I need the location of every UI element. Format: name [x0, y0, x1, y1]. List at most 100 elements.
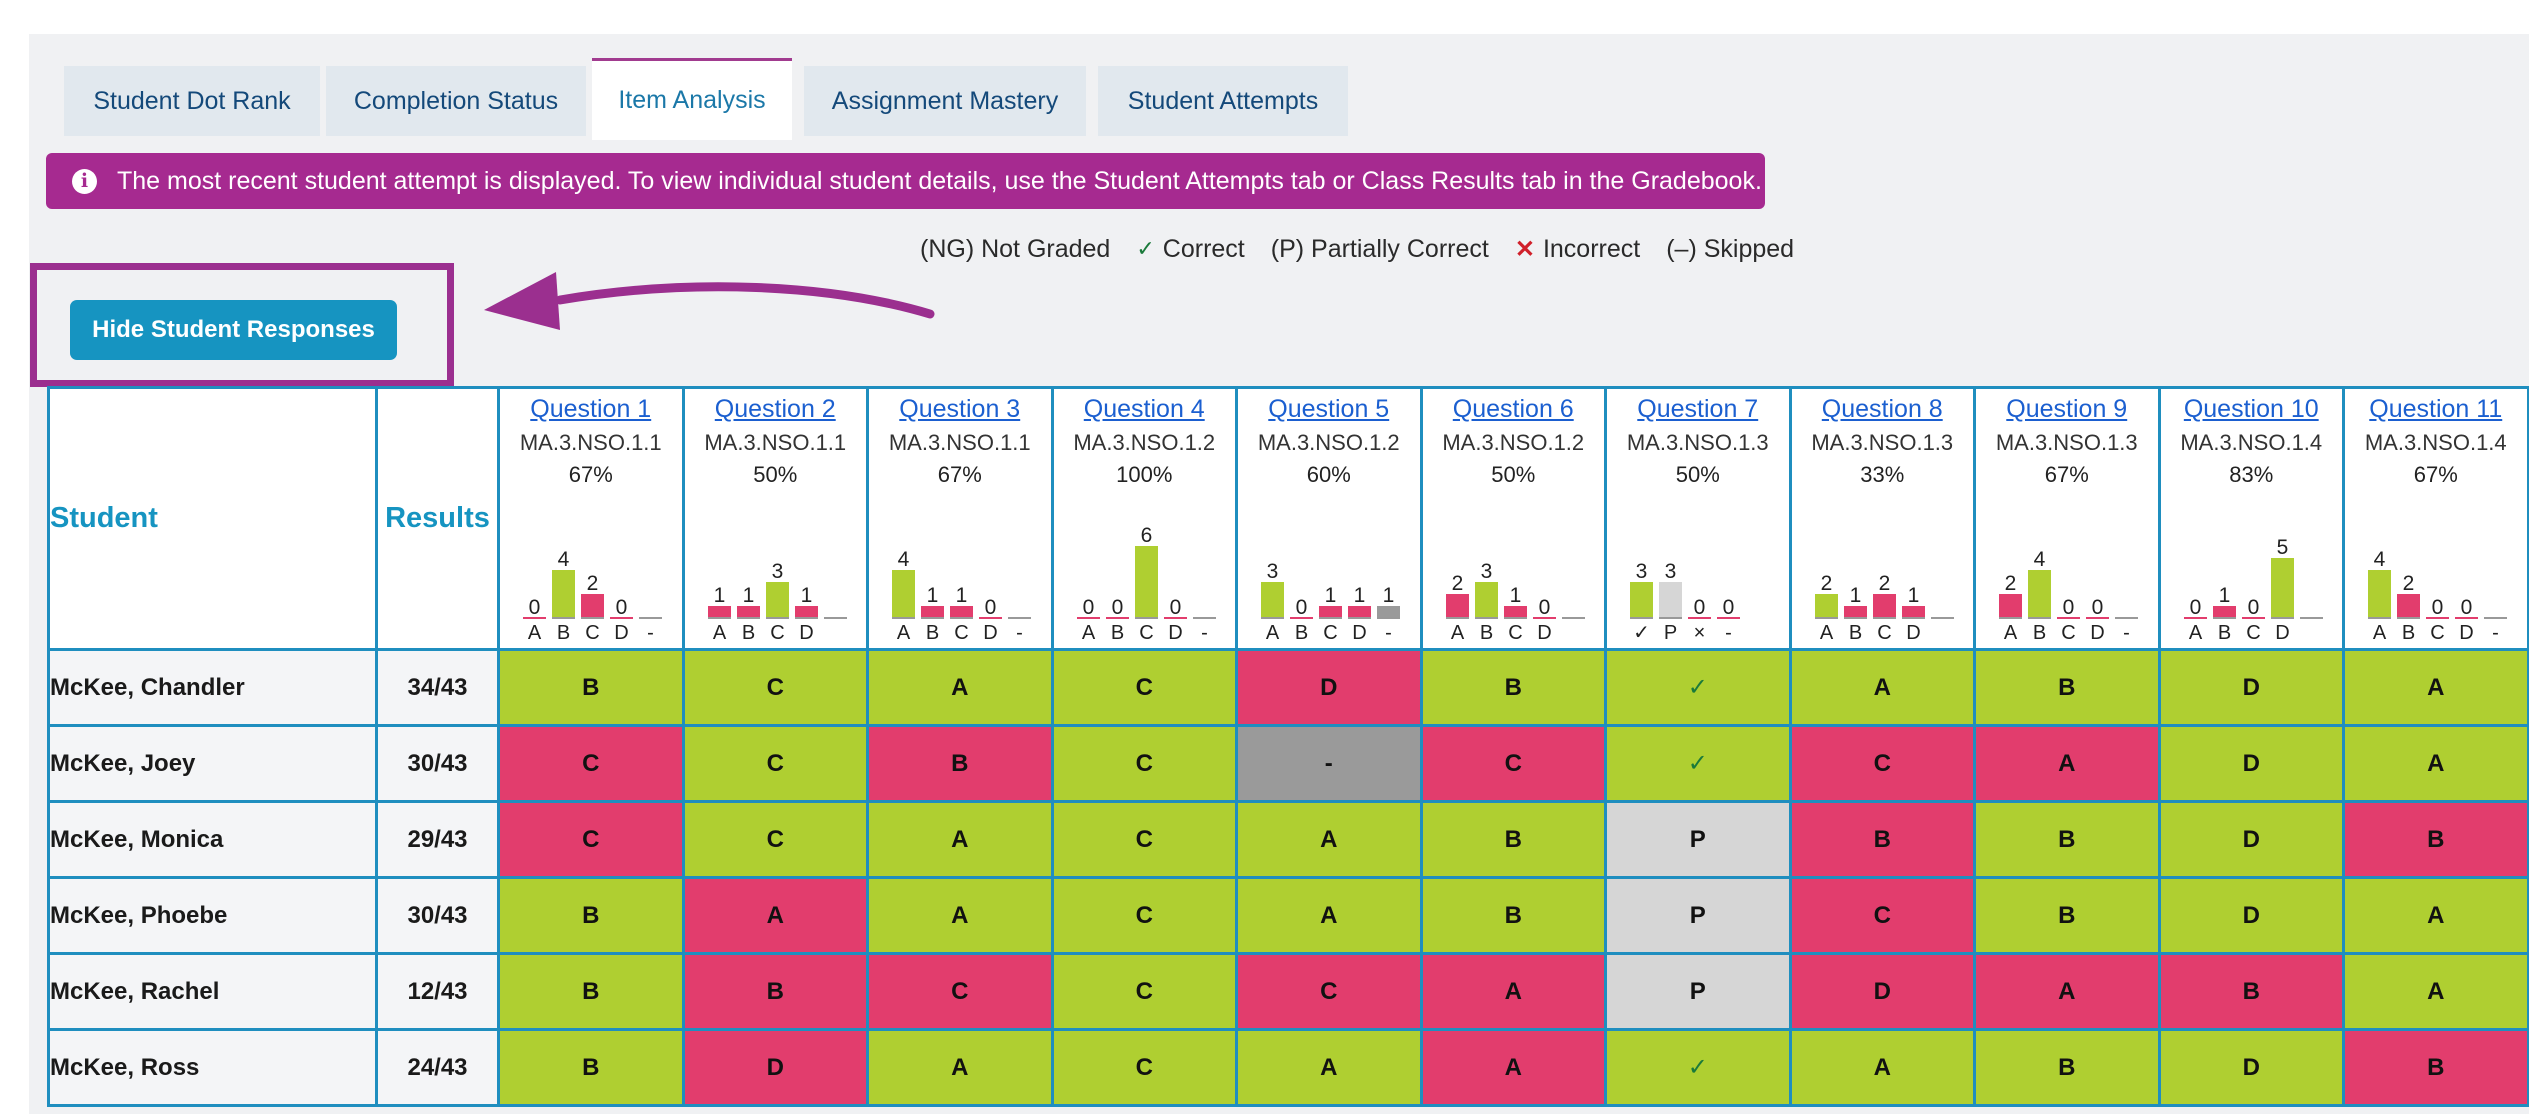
response-cell[interactable]: ✓	[1604, 1028, 1792, 1107]
response-cell[interactable]: B	[1973, 800, 2161, 879]
hide-student-responses-button[interactable]: Hide Student Responses	[70, 300, 397, 360]
response-cell[interactable]: C	[497, 800, 685, 879]
response-cell[interactable]: C	[1050, 800, 1238, 879]
response-cell[interactable]: C	[681, 724, 869, 803]
response-cell[interactable]: A	[866, 1028, 1054, 1107]
response-cell[interactable]: A	[1235, 876, 1423, 955]
response-cell[interactable]: C	[1050, 876, 1238, 955]
response-cell[interactable]: C	[1050, 648, 1238, 727]
distribution-label: B	[2033, 622, 2046, 640]
response-cell[interactable]: C	[1419, 724, 1607, 803]
response-cell[interactable]: A	[1419, 952, 1607, 1031]
response-cell[interactable]: B	[2157, 952, 2345, 1031]
response-cell[interactable]: C	[1050, 952, 1238, 1031]
response-cell[interactable]: D	[681, 1028, 869, 1107]
response-cell[interactable]: D	[2157, 724, 2345, 803]
response-cell[interactable]: B	[1419, 648, 1607, 727]
response-cell[interactable]: A	[866, 800, 1054, 879]
response-cell[interactable]: A	[2342, 876, 2529, 955]
response-cell[interactable]: A	[2342, 952, 2529, 1031]
distribution-label: A	[1819, 622, 1833, 640]
response-cell[interactable]: ✓	[1604, 648, 1792, 727]
question-link[interactable]: Question 3	[899, 395, 1021, 423]
response-cell[interactable]: B	[866, 724, 1054, 803]
response-cell[interactable]: D	[2157, 1028, 2345, 1107]
response-value: C	[766, 749, 784, 777]
response-cell[interactable]: B	[497, 648, 685, 727]
response-cell[interactable]: A	[1973, 952, 2161, 1031]
question-header: Question 1 MA.3.NSO.1.1 67% 0 A 4 B 2 C 0 D -	[497, 386, 685, 651]
response-cell[interactable]: B	[1788, 800, 1976, 879]
response-cell[interactable]: C	[1235, 952, 1423, 1031]
question-link[interactable]: Question 7	[1637, 395, 1759, 423]
response-cell[interactable]: D	[2157, 648, 2345, 727]
response-cell[interactable]: B	[497, 876, 685, 955]
response-cell[interactable]: P	[1604, 876, 1792, 955]
distribution-bar	[1134, 546, 1158, 618]
response-cell[interactable]: C	[681, 800, 869, 879]
response-cell[interactable]: B	[681, 952, 869, 1031]
response-cell[interactable]: D	[1788, 952, 1976, 1031]
student-result: 29/43	[375, 800, 500, 879]
response-value: C	[1320, 977, 1338, 1005]
response-cell[interactable]: C	[1050, 724, 1238, 803]
response-cell[interactable]: C	[1788, 724, 1976, 803]
question-link[interactable]: Question 2	[714, 395, 836, 423]
question-link[interactable]: Question 5	[1268, 395, 1390, 423]
response-cell[interactable]: A	[866, 876, 1054, 955]
response-cell[interactable]: -	[1235, 724, 1423, 803]
response-cell[interactable]: P	[1604, 952, 1792, 1031]
response-cell[interactable]: B	[1973, 648, 2161, 727]
response-cell[interactable]: A	[1788, 1028, 1976, 1107]
response-cell[interactable]: A	[2342, 648, 2529, 727]
response-value: B	[582, 1053, 600, 1081]
tab-student-attempts[interactable]: Student Attempts	[1098, 66, 1348, 136]
tab-completion-status[interactable]: Completion Status	[326, 66, 586, 136]
question-link[interactable]: Question 1	[530, 395, 652, 423]
question-link[interactable]: Question 4	[1083, 395, 1205, 423]
tab-assignment-mastery[interactable]: Assignment Mastery	[804, 66, 1086, 136]
question-link[interactable]: Question 10	[2183, 395, 2319, 423]
distribution-label: C	[2246, 622, 2260, 640]
response-cell[interactable]: A	[681, 876, 869, 955]
response-cell[interactable]: A	[1973, 724, 2161, 803]
distribution-count: 4	[2374, 548, 2386, 571]
tab-item-analysis[interactable]: Item Analysis	[592, 58, 792, 140]
response-cell[interactable]: B	[1973, 876, 2161, 955]
response-cell[interactable]: B	[2342, 800, 2529, 879]
response-cell[interactable]: A	[1788, 648, 1976, 727]
response-cell[interactable]: C	[497, 724, 685, 803]
distribution-label: C	[2061, 622, 2075, 640]
response-cell[interactable]: D	[1235, 648, 1423, 727]
question-header: Question 4 MA.3.NSO.1.2 100% 0 A 0 B 6 C 0 D -	[1050, 386, 1238, 651]
response-cell[interactable]: P	[1604, 800, 1792, 879]
distribution-count: 1	[1383, 584, 1395, 607]
response-cell[interactable]: B	[1419, 800, 1607, 879]
distribution-bar	[1901, 606, 1925, 618]
response-cell[interactable]: C	[1050, 1028, 1238, 1107]
response-cell[interactable]: D	[2157, 800, 2345, 879]
question-link[interactable]: Question 8	[1821, 395, 1943, 423]
results-column-header[interactable]: Results	[375, 386, 500, 651]
response-cell[interactable]: C	[866, 952, 1054, 1031]
response-cell[interactable]: A	[2342, 724, 2529, 803]
response-cell[interactable]: A	[1235, 800, 1423, 879]
response-cell[interactable]: C	[681, 648, 869, 727]
response-cell[interactable]: B	[1973, 1028, 2161, 1107]
response-cell[interactable]: C	[1788, 876, 1976, 955]
response-cell[interactable]: B	[497, 952, 685, 1031]
response-cell[interactable]: D	[2157, 876, 2345, 955]
response-cell[interactable]: B	[497, 1028, 685, 1107]
response-cell[interactable]: ✓	[1604, 724, 1792, 803]
question-link[interactable]: Question 11	[2369, 395, 2503, 423]
response-cell[interactable]: A	[1419, 1028, 1607, 1107]
response-cell[interactable]: A	[866, 648, 1054, 727]
tab-student-dot-rank[interactable]: Student Dot Rank	[64, 66, 320, 136]
student-column-header[interactable]: Student	[47, 386, 378, 651]
response-cell[interactable]: B	[1419, 876, 1607, 955]
response-cell[interactable]: B	[2342, 1028, 2529, 1107]
response-cell[interactable]: A	[1235, 1028, 1423, 1107]
question-link[interactable]: Question 6	[1452, 395, 1574, 423]
question-link[interactable]: Question 9	[2006, 395, 2128, 423]
